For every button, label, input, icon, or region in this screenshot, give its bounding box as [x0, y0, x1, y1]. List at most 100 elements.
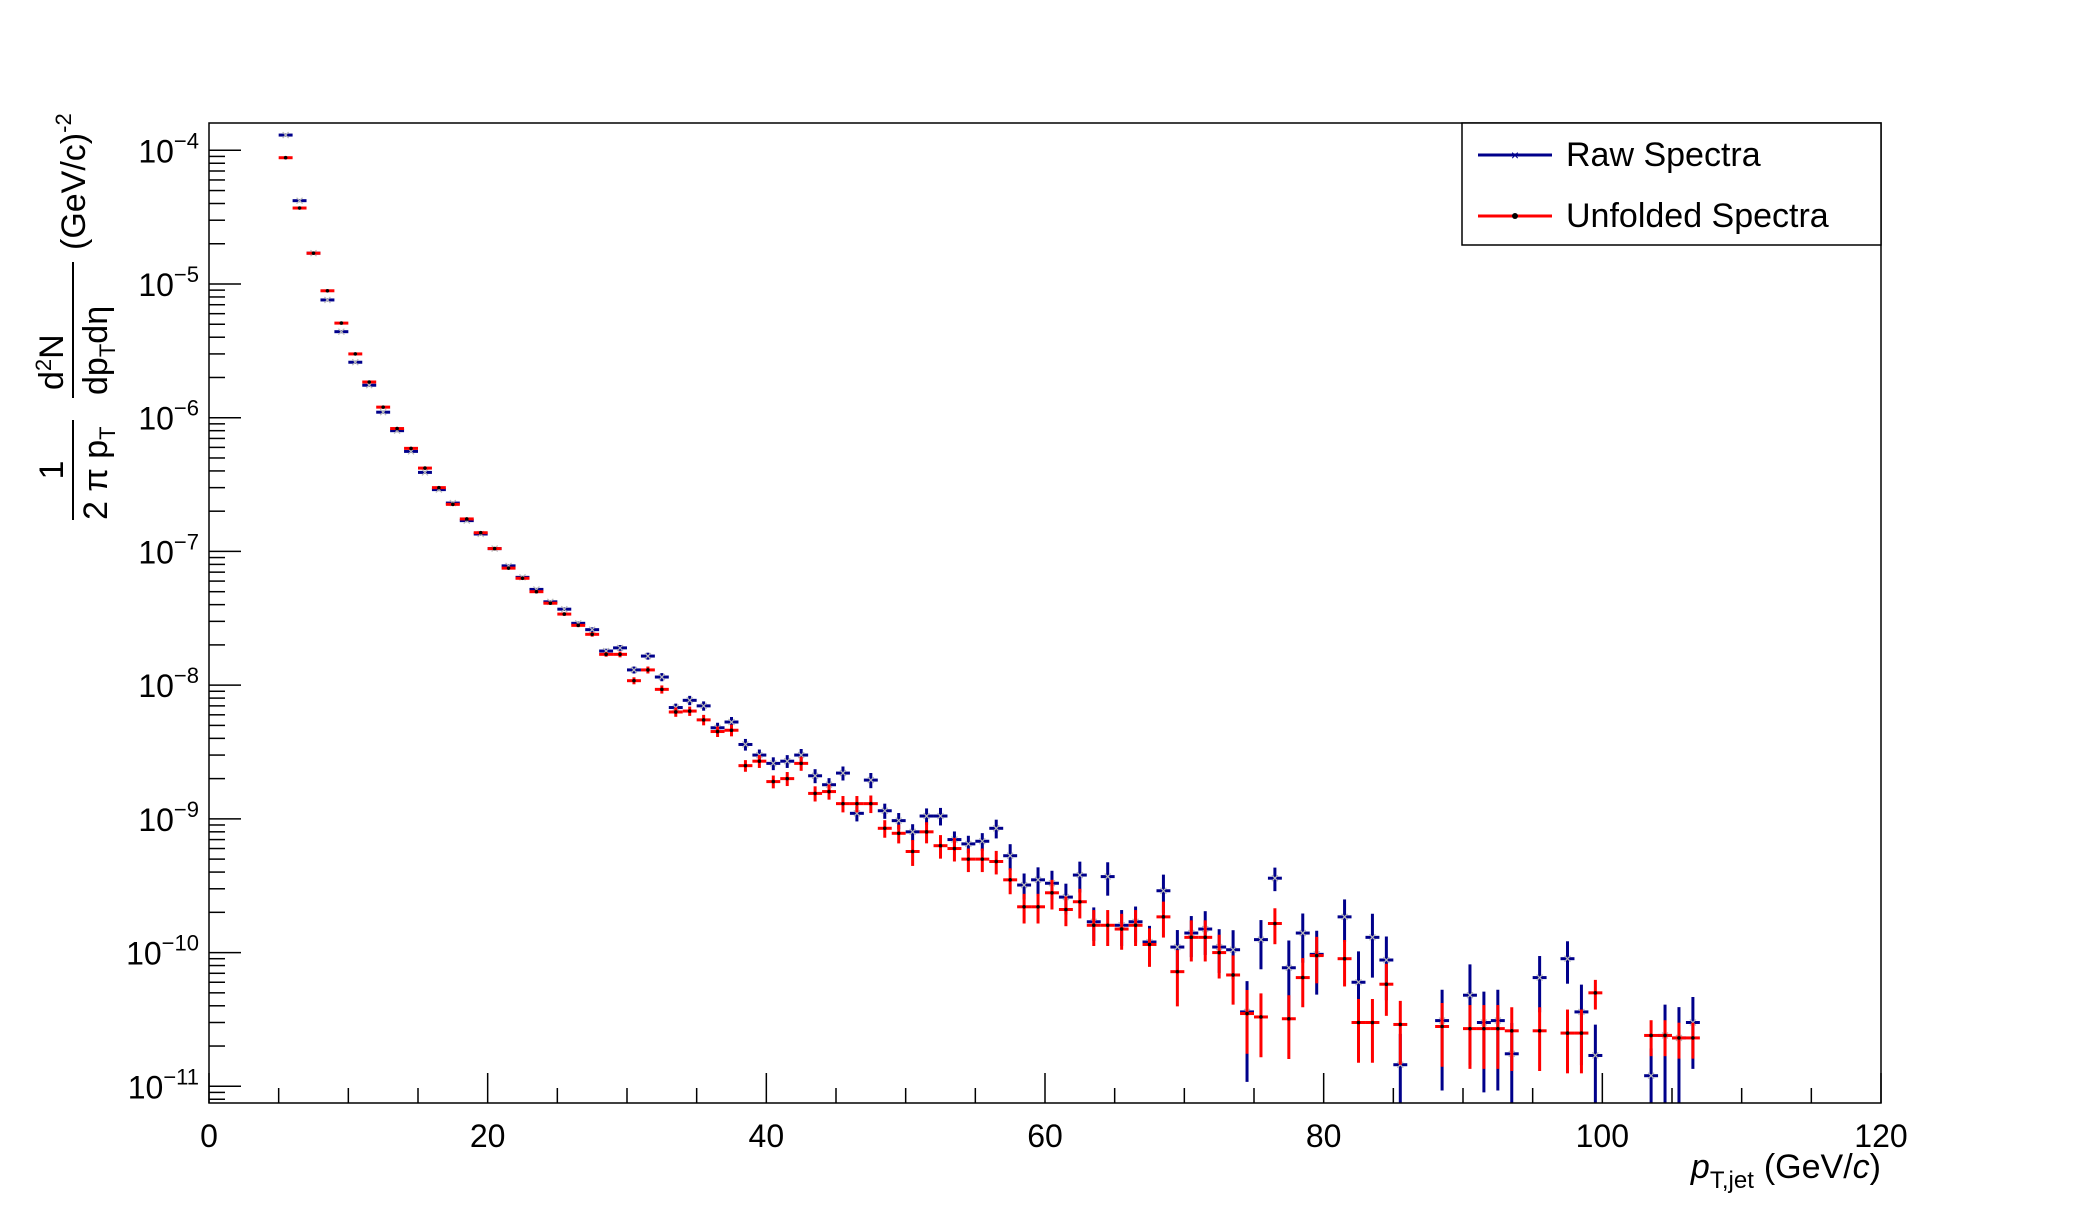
- y-tick-label: 10−11: [128, 1064, 199, 1105]
- data-point: [881, 807, 889, 815]
- data-point: [632, 678, 636, 683]
- data-point: [1036, 904, 1040, 909]
- data-point: [1229, 946, 1237, 954]
- y-tick-label: 10−8: [138, 663, 199, 704]
- data-point: [1677, 1036, 1681, 1040]
- y-title-denominator-2: dpTdη: [77, 306, 120, 395]
- data-point: [1285, 964, 1293, 972]
- data-point: [952, 846, 957, 851]
- data-point: [1217, 950, 1221, 955]
- data-point: [588, 626, 596, 634]
- y-title-d-sup: 2: [31, 359, 56, 371]
- data-point: [367, 380, 372, 384]
- data-point: [646, 668, 650, 672]
- x-tick-label: 80: [1306, 1118, 1342, 1154]
- y-title-unit: (GeV/c)-2: [51, 113, 93, 250]
- data-point: [1440, 1024, 1444, 1029]
- data-point: [813, 791, 817, 796]
- data-point: [492, 546, 497, 551]
- y-title-numerator-2: d2N: [31, 334, 71, 390]
- data-point: [437, 485, 441, 490]
- data-point: [1579, 1031, 1584, 1035]
- y-tick-exponent: −11: [163, 1064, 199, 1089]
- data-point: [1105, 923, 1110, 928]
- data-point: [311, 251, 316, 255]
- x-tick-label: 120: [1854, 1118, 1907, 1154]
- data-point: [576, 623, 581, 628]
- y-tick-label: 10−4: [138, 128, 199, 169]
- y-title-N: N: [33, 334, 71, 359]
- data-point: [1537, 1029, 1542, 1033]
- y-title-numerator-one: 1: [33, 461, 71, 480]
- data-point: [785, 776, 790, 781]
- y-tick-label: 10−9: [138, 797, 199, 838]
- data-point: [1273, 921, 1277, 926]
- data-point: [1341, 913, 1348, 921]
- axis-ticks-layer: 0 20 40 60 80 100 12010−410−510−610−710−810−91…: [126, 128, 1908, 1154]
- y-tick-exponent: −7: [174, 529, 199, 554]
- data-point: [673, 710, 678, 714]
- data-point: [520, 576, 525, 581]
- data-point: [783, 757, 791, 765]
- data-point: [855, 801, 859, 806]
- data-point: [700, 702, 708, 710]
- y-title-unit-main: (GeV/c): [55, 133, 93, 250]
- data-point: [1593, 991, 1598, 995]
- data-point: [882, 826, 887, 831]
- data-point: [1691, 1036, 1695, 1040]
- data-point: [853, 809, 861, 817]
- y-tick-base: 10: [138, 802, 174, 838]
- y-tick-base: 10: [138, 401, 174, 437]
- data-series-layer: [278, 131, 1700, 1103]
- data-point: [1536, 974, 1544, 982]
- data-point: [1257, 936, 1265, 944]
- legend-unfolded-label: Unfolded Spectra: [1566, 197, 1829, 235]
- data-point: [1565, 1031, 1570, 1035]
- y-tick-base: 10: [126, 936, 162, 972]
- data-point: [1355, 978, 1362, 986]
- y-tick-exponent: −10: [162, 931, 199, 956]
- data-point: [1466, 991, 1474, 999]
- y-title-dp: dp: [77, 357, 115, 395]
- data-point: [757, 759, 762, 763]
- y-tick-label: 10−6: [138, 396, 199, 437]
- data-point: [464, 517, 469, 521]
- data-point: [1189, 935, 1194, 940]
- data-point: [769, 759, 777, 767]
- data-point: [337, 328, 345, 336]
- x-tick-label: 0: [200, 1118, 218, 1154]
- x-axis-title-unit-it: c: [1853, 1148, 1870, 1186]
- y-tick-label: 10−5: [138, 262, 199, 303]
- y-tick-base: 10: [128, 1069, 164, 1105]
- data-point: [1259, 1015, 1263, 1019]
- data-point: [1369, 933, 1376, 941]
- x-axis-title: pT,jet (GeV/c): [1690, 1148, 1881, 1194]
- y-tick-label: 10−7: [138, 529, 199, 570]
- data-point: [534, 589, 539, 594]
- data-point: [742, 741, 749, 748]
- data-point: [937, 812, 944, 820]
- data-point: [1104, 873, 1112, 881]
- data-point: [1287, 1016, 1291, 1021]
- data-point: [1008, 878, 1012, 882]
- data-point: [966, 857, 971, 861]
- data-point: [630, 666, 638, 674]
- data-point: [1396, 1061, 1404, 1069]
- x-axis-title-unit-post: ): [1870, 1148, 1881, 1186]
- data-point: [1591, 1052, 1599, 1059]
- data-point: [869, 801, 873, 806]
- data-point: [701, 718, 706, 722]
- data-point: [1382, 956, 1390, 964]
- legend: × Raw Spectra Unfolded Spectra: [1461, 122, 1882, 246]
- data-point: [728, 718, 735, 726]
- data-point: [506, 566, 511, 570]
- x-axis-title-sub: T,jet: [1710, 1167, 1754, 1194]
- data-point: [1649, 1033, 1653, 1038]
- data-point: [1175, 969, 1180, 974]
- y-title-unit-sup: -2: [51, 113, 76, 133]
- data-point: [616, 644, 624, 652]
- data-point: [1161, 915, 1166, 919]
- data-point: [1119, 927, 1124, 931]
- data-point: [325, 288, 330, 293]
- legend-raw-marker: ×: [1511, 147, 1519, 163]
